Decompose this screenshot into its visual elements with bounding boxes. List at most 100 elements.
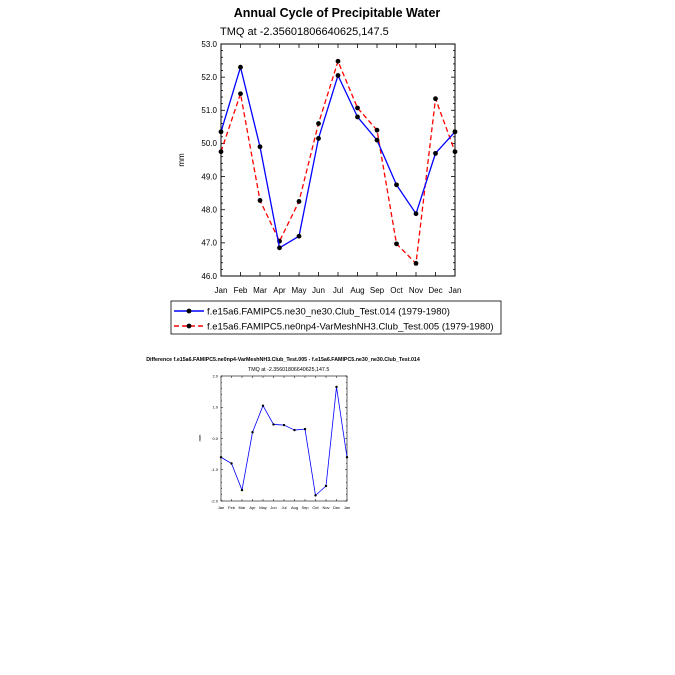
legend: f.e15a6.FAMIPC5.ne30_ne30.Club_Test.014 … bbox=[170, 300, 502, 335]
y-tick-label: 50.0 bbox=[201, 139, 217, 148]
plot-frame bbox=[220, 375, 348, 502]
x-tick-label: Jan bbox=[218, 505, 224, 510]
series-2-point bbox=[394, 241, 399, 247]
legend-label-1: f.e15a6.FAMIPC5.ne30_ne30.Club_Test.014 … bbox=[207, 307, 450, 318]
diff-y-axis-label: mm bbox=[197, 434, 202, 441]
series-2-point bbox=[355, 105, 360, 111]
series-1-point bbox=[345, 456, 349, 459]
series-1-point bbox=[230, 462, 233, 465]
x-tick-label: Jan bbox=[344, 505, 350, 510]
x-tick-label: May bbox=[291, 286, 306, 295]
series-1-point bbox=[452, 129, 458, 135]
x-tick-label: Mar bbox=[239, 505, 247, 510]
y-tick-label: -2.0 bbox=[211, 498, 219, 503]
series-1-point bbox=[251, 431, 254, 434]
series-2-point bbox=[296, 199, 302, 204]
series-1-point bbox=[272, 423, 275, 426]
series-1-point bbox=[257, 144, 263, 150]
series-2-point bbox=[316, 121, 321, 126]
x-tick-label: Nov bbox=[409, 286, 423, 295]
y-tick-label: 2.0 bbox=[212, 373, 218, 378]
x-tick-label: Feb bbox=[234, 286, 248, 295]
x-tick-label: Jan bbox=[449, 286, 462, 295]
annual-cycle-chart: Annual Cycle of Precipitable Water TMQ a… bbox=[177, 6, 461, 295]
series-1-point bbox=[282, 423, 286, 427]
series-1-point bbox=[238, 64, 243, 70]
series-2-point bbox=[452, 149, 458, 155]
y-axis-label: mm bbox=[177, 153, 186, 167]
series-1-point bbox=[374, 137, 380, 143]
legend-box bbox=[170, 300, 502, 335]
x-tick-label: Jun bbox=[270, 505, 276, 510]
x-tick-label: Sep bbox=[301, 505, 309, 510]
diff-chart-subtitle: TMQ at -2.35601806640625,147.5 bbox=[248, 367, 329, 373]
y-tick-label: 47.0 bbox=[201, 239, 217, 248]
x-tick-label: Dec bbox=[428, 286, 442, 295]
series-1-line bbox=[220, 66, 456, 249]
x-tick-label: Feb bbox=[228, 505, 236, 510]
series-1-point bbox=[394, 182, 399, 188]
legend-entry-1: f.e15a6.FAMIPC5.ne30_ne30.Club_Test.014 … bbox=[174, 307, 450, 318]
series-2-point bbox=[238, 91, 243, 97]
y-tick-label: 49.0 bbox=[201, 172, 217, 181]
y-tick-label: 46.0 bbox=[201, 272, 217, 281]
series-2-point bbox=[335, 58, 341, 64]
series-1-point bbox=[335, 73, 341, 78]
series-1-point bbox=[296, 233, 302, 239]
series-1-point bbox=[240, 488, 244, 492]
series-2-point bbox=[218, 149, 224, 155]
series-1-point bbox=[433, 150, 438, 156]
plot-frame bbox=[220, 43, 456, 277]
x-tick-label: Aug bbox=[291, 505, 298, 510]
series-1-point bbox=[316, 136, 321, 141]
series-1-point bbox=[314, 494, 317, 497]
x-tick-label: Nov bbox=[322, 505, 329, 510]
series-1-line bbox=[220, 386, 348, 496]
series-1-point bbox=[261, 404, 265, 407]
series-2-point bbox=[413, 261, 419, 266]
diff-plot-area: -2.0 -1.0 0.0 1.0 2.0 Jan Feb Mar Apr May Jun Jul Au… bbox=[211, 373, 350, 510]
series-1-point bbox=[335, 385, 338, 389]
x-tick-label: Mar bbox=[253, 286, 267, 295]
x-tick-label: Jun bbox=[312, 286, 325, 295]
y-tick-label: 52.0 bbox=[201, 73, 217, 82]
x-tick-label: Apr bbox=[249, 505, 256, 510]
series-1-point bbox=[324, 484, 328, 488]
y-tick-label: 0.0 bbox=[212, 436, 218, 441]
x-tick-label: Apr bbox=[273, 286, 286, 295]
diff-chart-title: Difference f.e15a6.FAMIPC5.ne0np4-VarMes… bbox=[146, 357, 420, 363]
series-1-point bbox=[293, 428, 296, 432]
x-tick-label: Jul bbox=[281, 505, 286, 510]
legend-marker-2 bbox=[186, 323, 192, 329]
series-2-line bbox=[220, 60, 456, 265]
plot-area: 46.0 47.0 48.0 49.0 50.0 51.0 52.0 53.0 Jan Feb Ma… bbox=[201, 40, 461, 295]
series-1-point bbox=[413, 211, 419, 217]
series-1-point bbox=[355, 114, 360, 120]
x-tick-label: Sep bbox=[370, 286, 385, 295]
x-tick-label: Oct bbox=[312, 505, 319, 510]
x-tick-label: Dec bbox=[333, 505, 340, 510]
y-tick-label: 1.0 bbox=[212, 405, 218, 410]
series-2-point bbox=[374, 127, 380, 133]
series-1-point bbox=[303, 427, 307, 431]
chart-subtitle: TMQ at -2.35601806640625,147.5 bbox=[220, 26, 389, 38]
x-tick-label: Oct bbox=[390, 286, 403, 295]
y-tick-label: 53.0 bbox=[201, 40, 217, 49]
series-1-point bbox=[218, 129, 224, 135]
legend-marker-1 bbox=[186, 308, 192, 314]
difference-chart: Difference f.e15a6.FAMIPC5.ne0np4-VarMes… bbox=[146, 357, 420, 510]
legend-label-2: f.e15a6.FAMIPC5.ne0np4-VarMeshNH3.Club_T… bbox=[207, 322, 494, 333]
x-tick-label: Aug bbox=[350, 286, 364, 295]
x-tick-label: Jul bbox=[333, 286, 343, 295]
chart-title: Annual Cycle of Precipitable Water bbox=[234, 6, 441, 20]
series-2-point bbox=[433, 96, 438, 102]
y-tick-label: 48.0 bbox=[201, 206, 217, 215]
x-tick-label: Jan bbox=[215, 286, 228, 295]
series-1-point bbox=[219, 456, 223, 459]
y-tick-label: -1.0 bbox=[211, 467, 219, 472]
x-tick-label: May bbox=[259, 505, 267, 510]
series-1-point bbox=[277, 245, 282, 251]
series-2-point bbox=[257, 198, 263, 203]
legend-entry-2: f.e15a6.FAMIPC5.ne0np4-VarMeshNH3.Club_T… bbox=[174, 322, 494, 333]
